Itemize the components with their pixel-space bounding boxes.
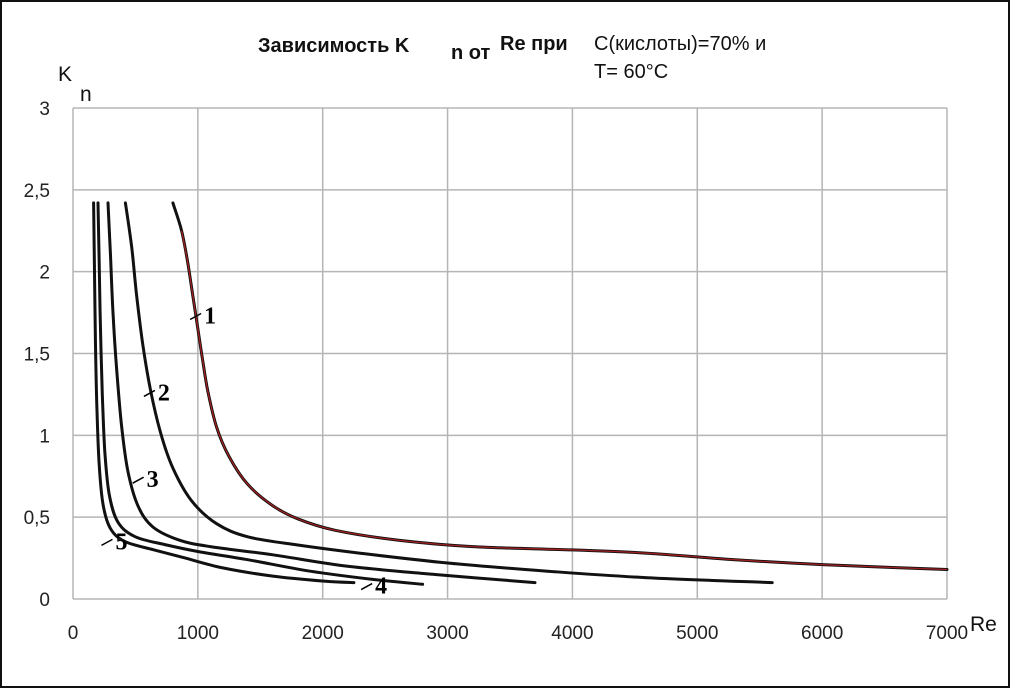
title-bold-part2: Re при (500, 33, 568, 55)
curve-label-leader (189, 312, 202, 321)
series-line-1-accent (180, 230, 948, 571)
series-line-3 (106, 201, 537, 585)
x-tick-label: 5000 (676, 623, 718, 644)
x-tick-label: 6000 (801, 623, 843, 644)
y-axis-label: K (58, 63, 72, 86)
curve-label-4: 4 (375, 574, 387, 600)
series-line-5 (92, 201, 356, 585)
series-line-2 (123, 201, 774, 585)
y-axis-title: K n (58, 63, 92, 106)
y-tick-label: 0,5 (24, 508, 50, 529)
curve-label-leader (101, 538, 113, 547)
title-bold-subscript: n от (451, 42, 490, 64)
curve-labels: 1 2 3 4 5 (101, 303, 387, 600)
title-condition-line2: T= 60°C (594, 61, 668, 83)
title-condition-line1: C(кислоты)=70% и (594, 33, 766, 55)
x-tick-label: 0 (68, 623, 79, 644)
tick-labels: 0 1000 2000 3000 4000 5000 6000 7000 0 0,5 1 1,5 2 2,… (24, 99, 969, 644)
y-tick-label: 3 (39, 99, 50, 120)
curve-label-3: 3 (147, 467, 159, 493)
x-axis-label: Re (970, 613, 997, 636)
curve-label-leader (360, 582, 373, 591)
curve-label-5: 5 (115, 529, 127, 555)
y-tick-label: 1 (39, 426, 50, 447)
curve-label-leader (143, 389, 156, 398)
y-axis-label-subscript: n (80, 83, 92, 106)
x-tick-label: 4000 (551, 623, 593, 644)
chart-title: Зависимость K n от Re при C(кислоты)=70%… (258, 33, 766, 83)
x-tick-label: 2000 (302, 623, 344, 644)
grid (72, 107, 948, 600)
series-line-4 (96, 201, 425, 586)
x-tick-label: 1000 (177, 623, 219, 644)
y-tick-label: 0 (39, 590, 50, 611)
x-tick-label: 7000 (926, 623, 968, 644)
curves (92, 201, 949, 586)
y-tick-label: 2 (39, 263, 50, 284)
curve-label-2: 2 (158, 380, 170, 406)
curve-label-leader (132, 476, 145, 484)
x-tick-label: 3000 (426, 623, 468, 644)
y-tick-label: 2,5 (24, 181, 50, 202)
y-tick-label: 1,5 (24, 345, 50, 366)
curve-label-1: 1 (204, 303, 216, 329)
title-bold-part1: Зависимость K (258, 35, 410, 57)
